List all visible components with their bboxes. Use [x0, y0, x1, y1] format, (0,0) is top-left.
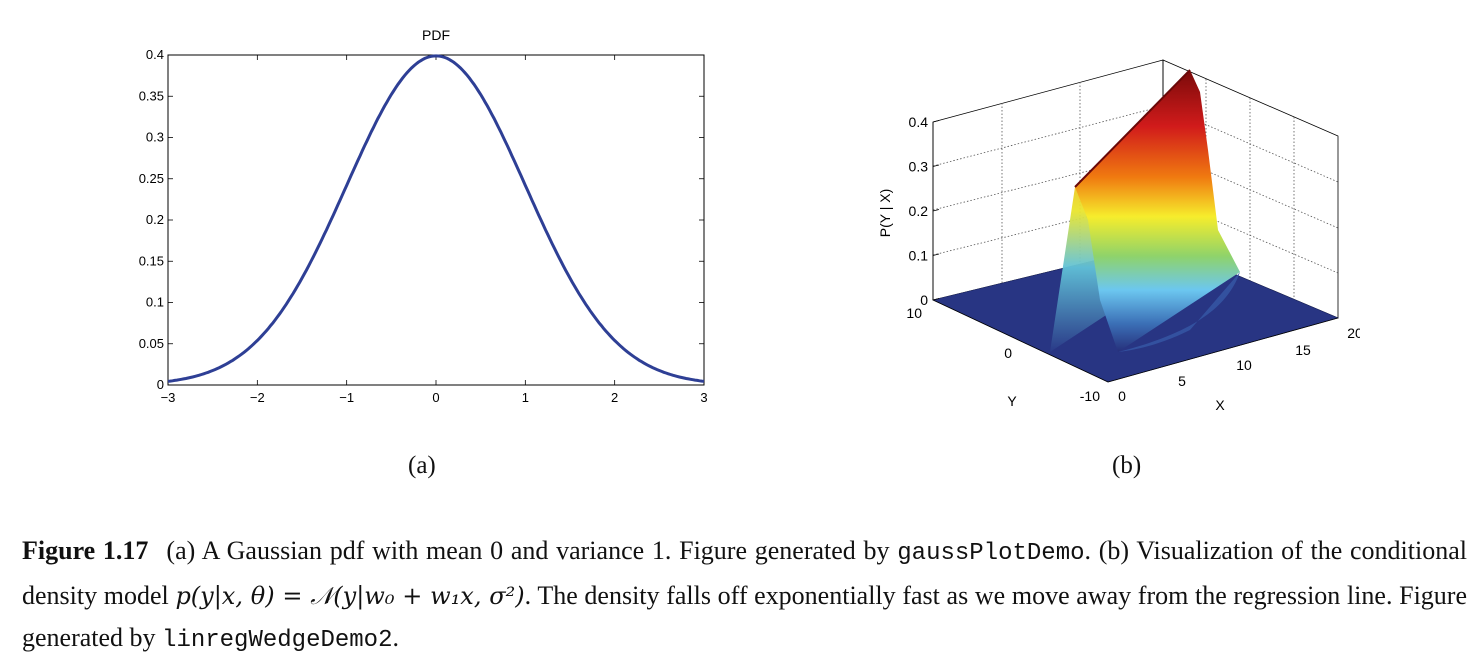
y-tick-label: 0.35	[139, 88, 164, 103]
surface-ridge-crest	[1074, 69, 1191, 188]
figure-number: Figure 1.17	[22, 536, 149, 565]
x-tick-label: −3	[161, 390, 176, 405]
x-tick: 20	[1347, 325, 1360, 341]
y-axis-label-b: Y	[1007, 393, 1017, 409]
caption-text-4: .	[392, 623, 399, 652]
z-tick-label: 0.1	[909, 248, 929, 264]
caption-code-2: linregWedgeDemo2	[162, 627, 393, 654]
plot-area-a: PDF 0 0.05 0.1 0.15 0.2 0.25 0.3 0.35 0.4 −3 −2 −1…	[139, 27, 708, 405]
conditional-density-chart: 0 0.1 0.2 0.3 0.4 P(Y | X) 10 0 -10 Y 0 5 10…	[877, 59, 1360, 413]
caption-text-3: . The density falls off exponentially fa…	[22, 581, 1467, 652]
z-tick-mark	[932, 298, 940, 301]
y-tick-label: 0	[157, 377, 164, 392]
x-tick-label: 2	[611, 390, 618, 405]
y-axis-a: 0 0.05 0.1 0.15 0.2 0.25 0.3 0.35 0.4	[139, 47, 704, 392]
y-tick-label: 0.05	[139, 336, 164, 351]
z-tick-mark	[932, 120, 940, 123]
caption-code-1: gaussPlotDemo	[897, 540, 1085, 567]
x-tick-label: 1	[522, 390, 529, 405]
z-tick-label: 0	[920, 292, 928, 308]
x-axis-a: −3 −2 −1 0 1 2 3	[161, 55, 708, 405]
y-tick-label: 0.25	[139, 171, 164, 186]
z-axis-label: P(Y | X)	[877, 189, 893, 238]
z-tick-mark	[932, 253, 940, 256]
z-tick-mark	[932, 209, 940, 212]
figure-caption: Figure 1.17 (a) A Gaussian pdf with mean …	[22, 530, 1467, 662]
y-tick-label: 0.3	[146, 130, 164, 145]
x-tick-label: −2	[250, 390, 265, 405]
caption-text-2: . (b) Visualization of the conditional d…	[22, 536, 1467, 610]
y-tick-label: 0.4	[146, 47, 164, 62]
y-tick: 0	[1004, 345, 1012, 361]
x-tick-label: −1	[339, 390, 354, 405]
pdf-chart: PDF 0 0.05 0.1 0.15 0.2 0.25 0.3 0.35 0.4 −3 −2 −1…	[139, 27, 708, 405]
y-tick: 10	[906, 305, 922, 321]
subfigure-label-b: (b)	[1112, 452, 1142, 479]
x-tick: 0	[1118, 388, 1126, 404]
z-tick-label: 0.4	[909, 114, 929, 130]
x-tick-label: 0	[432, 390, 439, 405]
z-tick-label: 0.2	[909, 203, 929, 219]
subfigure-label-a: (a)	[408, 452, 436, 479]
z-tick-mark	[932, 164, 940, 167]
y-axis-b: 10 0 -10 Y	[906, 299, 1109, 409]
y-tick: -10	[1080, 388, 1100, 404]
y-tick-label: 0.2	[146, 212, 164, 227]
y-tick-label: 0.15	[139, 253, 164, 268]
y-tick-label: 0.1	[146, 295, 164, 310]
surface-ridge-front	[1075, 70, 1240, 352]
plot-frame-a	[167, 54, 705, 386]
chart-a-title: PDF	[422, 27, 450, 43]
caption-text-1: (a) A Gaussian pdf with mean 0 and varia…	[166, 536, 898, 565]
caption-math: p(y|x, θ) = 𝒩(y|w₀ + w₁x, σ²)	[175, 582, 525, 610]
z-axis: 0 0.1 0.2 0.3 0.4 P(Y | X)	[877, 114, 940, 308]
x-tick: 15	[1295, 342, 1311, 358]
x-axis-b: 0 5 10 15 20 X	[1107, 317, 1360, 413]
x-tick: 10	[1236, 357, 1252, 373]
x-tick-label: 3	[700, 390, 707, 405]
pdf-series-line	[167, 54, 705, 383]
x-tick: 5	[1178, 373, 1186, 389]
z-tick-label: 0.3	[909, 159, 929, 175]
x-axis-label-b: X	[1215, 397, 1225, 413]
